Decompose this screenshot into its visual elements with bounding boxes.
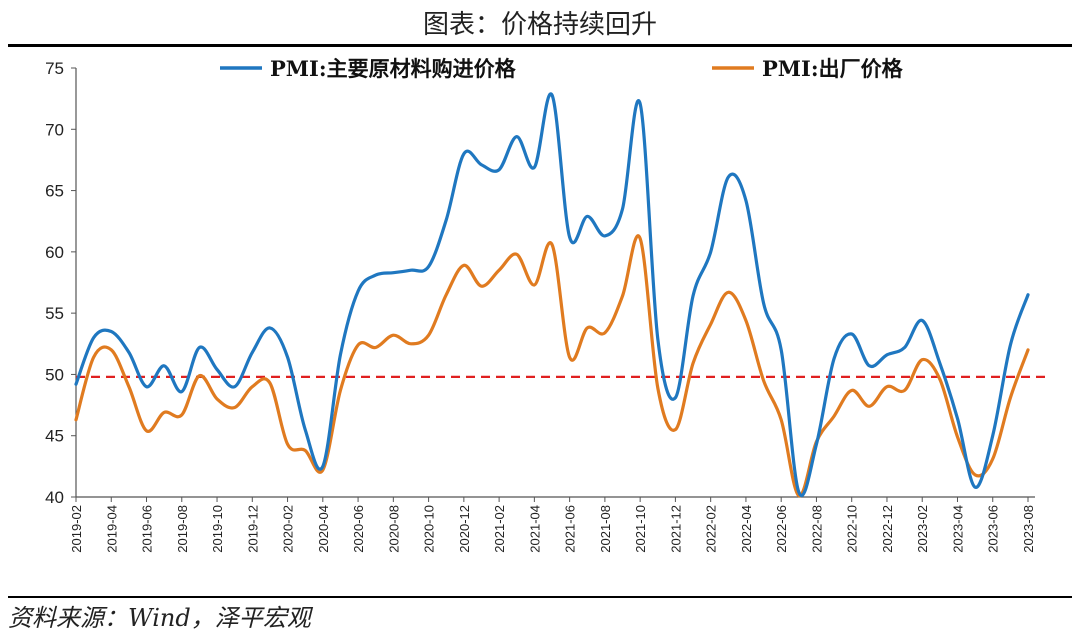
- x-tick-label: 2020-02: [281, 505, 296, 553]
- x-tick-label: 2020-04: [316, 505, 331, 553]
- x-tick-label: 2023-08: [1021, 505, 1036, 553]
- legend-label-2: PMI:出厂价格: [762, 56, 904, 81]
- x-tick-label: 2019-12: [245, 505, 260, 553]
- y-tick-label: 55: [45, 304, 64, 323]
- x-tick-label: 2021-08: [598, 505, 613, 553]
- y-tick-label: 75: [45, 59, 64, 78]
- y-tick-label: 60: [45, 243, 64, 262]
- source-note: 资料来源：Wind，泽平宏观: [8, 604, 311, 632]
- x-tick-label: 2019-02: [69, 505, 84, 553]
- x-tick-label: 2019-08: [175, 505, 190, 553]
- x-tick-label: 2023-02: [915, 505, 930, 553]
- y-tick-label: 70: [45, 120, 64, 139]
- x-tick-label: 2021-12: [668, 505, 683, 553]
- x-tick-label: 2022-02: [704, 505, 719, 553]
- x-tick-label: 2019-06: [140, 505, 155, 553]
- x-tick-label: 2019-10: [210, 505, 225, 553]
- x-tick-label: 2019-04: [104, 505, 119, 553]
- x-tick-label: 2021-02: [492, 505, 507, 553]
- x-tick-label: 2020-10: [422, 505, 437, 553]
- x-tick-label: 2022-06: [774, 505, 789, 553]
- x-tick-label: 2021-04: [527, 505, 542, 553]
- y-tick-label: 65: [45, 182, 64, 201]
- x-tick-label: 2021-10: [633, 505, 648, 553]
- x-tick-label: 2022-10: [845, 505, 860, 553]
- y-tick-label: 40: [45, 488, 64, 507]
- x-tick-label: 2021-06: [563, 505, 578, 553]
- y-tick-label: 45: [45, 427, 64, 446]
- page-title: 图表：价格持续回升: [422, 10, 657, 40]
- x-tick-label: 2023-04: [950, 505, 965, 553]
- x-tick-label: 2023-06: [986, 505, 1001, 553]
- x-tick-label: 2022-12: [880, 505, 895, 553]
- x-tick-label: 2022-08: [809, 505, 824, 553]
- series-line-2: [74, 234, 1030, 498]
- x-tick-label: 2020-08: [386, 505, 401, 553]
- legend-label-1: PMI:主要原材料购进价格: [270, 56, 517, 81]
- top-rule: [8, 44, 1072, 47]
- series-line-1: [74, 92, 1030, 497]
- x-tick-label: 2020-12: [457, 505, 472, 553]
- bottom-rule: [8, 596, 1072, 598]
- x-tick-label: 2020-06: [351, 505, 366, 553]
- y-tick-label: 50: [45, 365, 64, 384]
- x-tick-label: 2022-04: [739, 505, 754, 553]
